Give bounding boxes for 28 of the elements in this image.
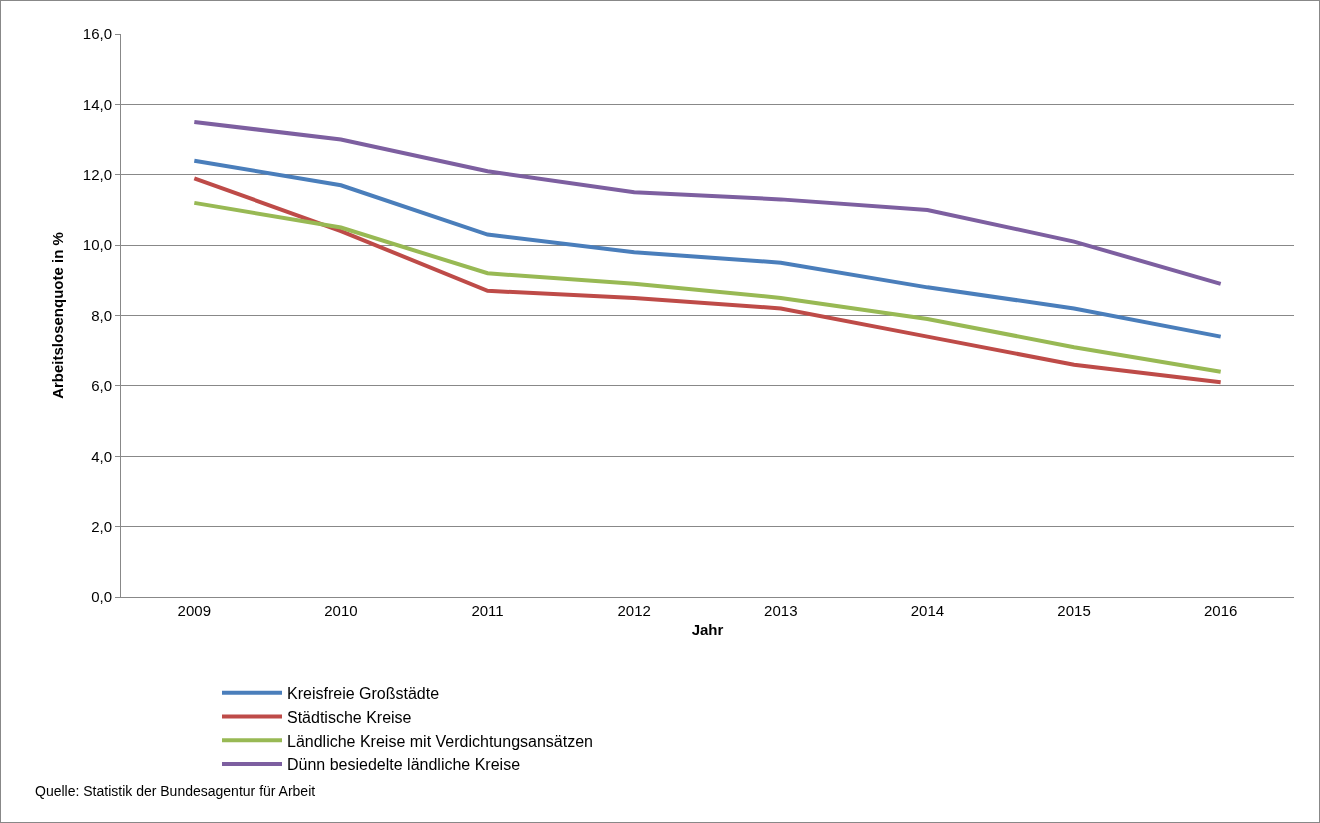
x-tick-label: 2016 xyxy=(1204,602,1238,619)
y-tick-label: 8,0 xyxy=(91,306,112,324)
x-tick-label: 2010 xyxy=(324,602,358,619)
y-axis-title: Arbeitslosenquote in % xyxy=(49,232,67,399)
x-tick-label: 2012 xyxy=(617,602,651,619)
legend-label: Kreisfreie Großstädte xyxy=(287,684,440,702)
source-note: Quelle: Statistik der Bundesagentur für Arbeit xyxy=(35,783,316,799)
x-axis-title: Jahr xyxy=(691,621,724,638)
line-series xyxy=(192,158,1223,339)
x-tick-label: 2015 xyxy=(1057,602,1091,619)
y-tick-label: 10,0 xyxy=(82,236,112,254)
y-tick-label: 6,0 xyxy=(91,377,112,395)
y-tick-label: 4,0 xyxy=(91,447,112,465)
x-tick-label: 2009 xyxy=(177,602,211,619)
line-series xyxy=(192,176,1223,385)
line-series xyxy=(192,200,1223,374)
y-tick-label: 14,0 xyxy=(82,95,112,113)
legend-label: Ländliche Kreise mit Verdichtungsansätzen xyxy=(287,732,593,750)
x-tick-label: 2011 xyxy=(471,602,504,619)
legend-label: Dünn besiedelte ländliche Kreise xyxy=(287,756,521,774)
x-tick-label: 2013 xyxy=(764,602,798,619)
y-tick-label: 16,0 xyxy=(82,25,112,43)
line-series xyxy=(192,119,1223,286)
y-tick-label: 12,0 xyxy=(82,166,112,183)
y-tick-label: 0,0 xyxy=(91,588,112,606)
legend-label: Städtische Kreise xyxy=(287,708,412,726)
y-tick-label: 2,0 xyxy=(91,517,112,535)
x-tick-label: 2014 xyxy=(910,602,945,619)
